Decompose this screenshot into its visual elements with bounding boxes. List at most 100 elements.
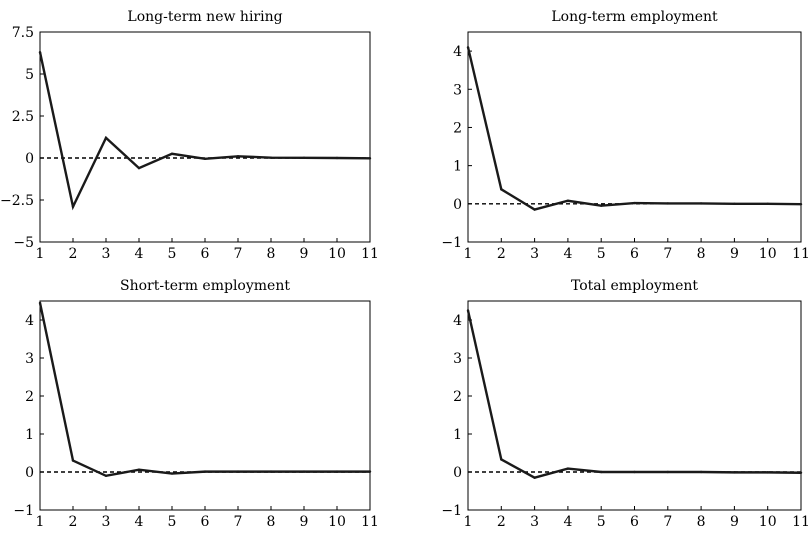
x-tick-label: 8 [267,514,276,530]
data-point [566,467,570,470]
plot-frame [467,31,802,243]
x-tick-label: 3 [102,246,111,262]
data-point [104,474,108,477]
y-tick-label: 0 [453,197,462,213]
panel-title: Long-term new hiring [127,9,282,25]
data-point [368,157,372,160]
data-point [71,205,75,208]
y-tick-label: 0 [25,465,34,481]
y-tick-label: 1 [453,427,462,443]
x-tick-label: 1 [36,246,45,262]
data-point [236,470,240,473]
data-point [733,471,736,474]
x-tick-label: 10 [328,246,346,262]
response-line [38,302,370,478]
data-point [500,188,503,191]
x-tick-label: 2 [69,514,78,530]
data-point [302,156,306,160]
data-point [38,301,42,305]
data-point [666,202,669,205]
data-point [137,468,141,471]
x-tick-label: 5 [597,246,606,262]
x-tick-label: 6 [630,514,639,530]
x-tick-label: 11 [361,246,379,262]
x-tick-label: 4 [135,514,144,530]
x-tick-label: 4 [563,246,572,262]
y-tick-label: −2.5 [0,193,34,209]
y-tick-label: 3 [453,82,462,98]
data-point [269,156,273,159]
y-tick-label: 7.5 [12,25,34,41]
panel-long-term-employment: Long-term employment 1 2 3 4 5 6 7 8 9 10 11 −1 0 1 2 3 4 [441,9,810,262]
x-tick-label: 3 [530,514,539,530]
data-point [335,156,339,160]
data-point [104,136,108,140]
y-tick-label: −1 [441,235,462,251]
response-line [466,310,802,479]
x-tick-label: 3 [530,246,539,262]
data-point [699,202,703,205]
y-tick-label: 0 [25,151,34,167]
data-point [203,157,207,161]
y-tick-label: 0 [453,465,462,481]
data-point [633,201,636,205]
x-tick-label: 8 [697,246,706,262]
x-tick-label: 5 [168,514,177,530]
x-tick-label: 10 [759,514,777,530]
data-point [600,204,603,207]
y-tick-label: 4 [453,313,462,329]
x-tick-label: 11 [792,246,810,262]
data-point [666,470,669,474]
plot-frame [39,31,371,243]
x-tick-label: 2 [497,514,506,530]
y-tick-label: 1 [453,159,462,175]
data-point [38,50,42,54]
x-tick-label: 6 [201,246,210,262]
y-tick-label: 3 [25,351,34,367]
data-point [269,470,273,473]
x-tick-label: 11 [361,514,379,530]
plot-frame [39,300,371,511]
panel-long-term-new-hiring: Long-term new hiring 1 2 3 4 5 6 7 8 9 10 11 −5 −2.5 0… [0,9,379,262]
y-tick-label: −1 [441,503,462,519]
x-tick-label: 9 [300,246,309,262]
data-point [766,471,769,474]
panel-title: Short-term employment [120,278,290,294]
x-tick-label: 1 [464,246,473,262]
data-point [699,470,703,474]
data-point [533,476,536,479]
y-tick-label: 4 [453,44,462,60]
data-point [466,309,470,312]
y-tick-label: 5 [25,67,34,83]
x-tick-label: 4 [135,246,144,262]
data-point [600,470,603,474]
response-line [466,46,802,211]
x-tick-label: 4 [563,514,572,530]
x-tick-label: 7 [234,514,243,530]
x-tick-label: 9 [730,514,739,530]
data-point [170,472,174,475]
data-point [533,208,536,211]
x-tick-label: 10 [328,514,346,530]
data-point [236,155,240,158]
x-tick-label: 5 [597,514,606,530]
data-point [71,459,75,462]
data-point [566,199,570,202]
x-tick-label: 1 [36,514,45,530]
y-tick-label: −5 [13,235,34,251]
x-tick-label: 8 [267,246,276,262]
y-tick-label: 2 [25,389,34,405]
data-point [799,471,803,474]
panel-title: Long-term employment [551,9,718,25]
x-tick-label: 6 [201,514,210,530]
x-tick-label: 7 [663,246,672,262]
x-tick-label: 11 [792,514,810,530]
x-tick-label: 5 [168,246,177,262]
x-tick-label: 9 [730,246,739,262]
response-line [38,51,371,211]
data-point [466,46,470,49]
panel-short-term-employment: Short-term employment 1 2 3 4 5 6 7 8 9 10 11 −1 0 1 2 3… [13,278,379,530]
y-tick-label: 4 [25,313,34,329]
x-tick-label: 6 [630,246,639,262]
